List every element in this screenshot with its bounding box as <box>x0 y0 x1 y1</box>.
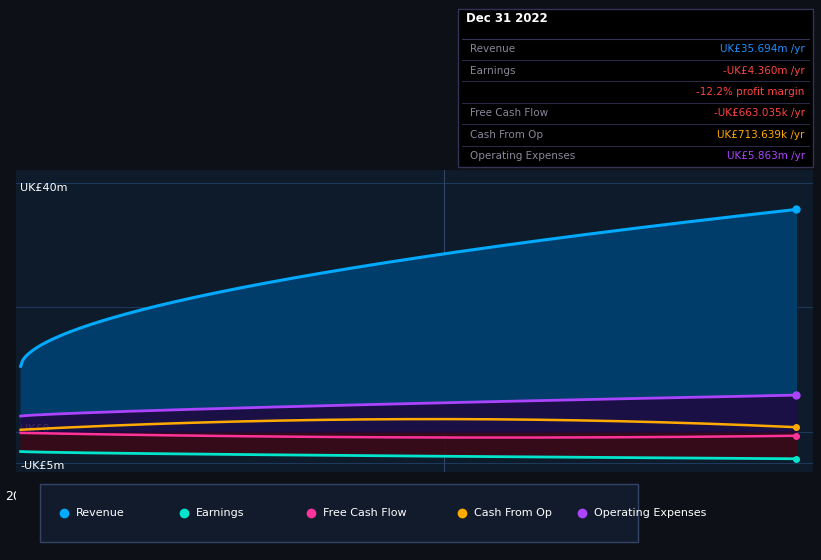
Text: Operating Expenses: Operating Expenses <box>594 508 706 518</box>
Text: Revenue: Revenue <box>76 508 125 518</box>
FancyBboxPatch shape <box>40 484 638 542</box>
FancyBboxPatch shape <box>458 9 813 167</box>
Text: Free Cash Flow: Free Cash Flow <box>323 508 406 518</box>
Text: Dec 31 2022: Dec 31 2022 <box>466 12 548 25</box>
Text: -UK£5m: -UK£5m <box>21 461 65 471</box>
Text: Revenue: Revenue <box>470 44 516 54</box>
Text: 2022: 2022 <box>429 490 460 503</box>
Text: -UK£663.035k /yr: -UK£663.035k /yr <box>713 109 805 118</box>
Text: UK£5.863m /yr: UK£5.863m /yr <box>727 151 805 161</box>
Text: 2021: 2021 <box>5 490 36 503</box>
Text: Operating Expenses: Operating Expenses <box>470 151 576 161</box>
Text: UK£40m: UK£40m <box>21 183 68 193</box>
Text: UK£0: UK£0 <box>21 423 50 433</box>
Text: -12.2% profit margin: -12.2% profit margin <box>696 87 805 97</box>
Text: Cash From Op: Cash From Op <box>475 508 553 518</box>
Text: Cash From Op: Cash From Op <box>470 130 544 140</box>
Text: Earnings: Earnings <box>470 66 516 76</box>
Text: UK£35.694m /yr: UK£35.694m /yr <box>720 44 805 54</box>
Text: UK£713.639k /yr: UK£713.639k /yr <box>718 130 805 140</box>
Text: Earnings: Earnings <box>195 508 244 518</box>
Text: Free Cash Flow: Free Cash Flow <box>470 109 548 118</box>
Text: -UK£4.360m /yr: -UK£4.360m /yr <box>723 66 805 76</box>
